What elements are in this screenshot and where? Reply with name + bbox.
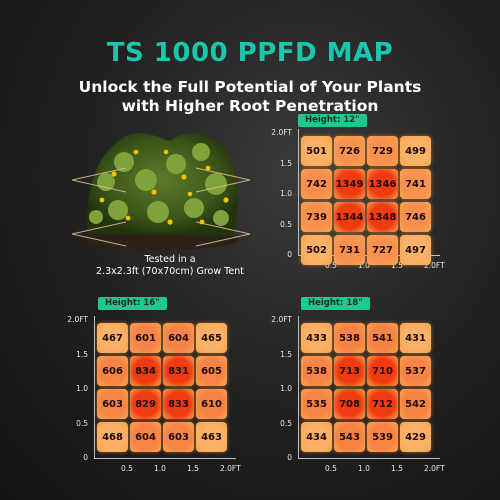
x-tick-label: 0.5: [325, 464, 337, 473]
heatmap-cell: 543: [334, 422, 365, 452]
y-axis-line: [298, 316, 299, 458]
heatmap-cell: 499: [400, 136, 431, 166]
height-badge: Height: 12": [298, 114, 367, 127]
y-tick-label: 1.0: [280, 384, 292, 393]
heatmap-cell: 1346: [367, 169, 398, 199]
heatmap-cell: 535: [301, 389, 332, 419]
heatmap-cell: 831: [163, 356, 194, 386]
x-tick-label: 1.0: [358, 261, 370, 270]
heatmap-cell: 539: [367, 422, 398, 452]
heatmap-cell: 434: [301, 422, 332, 452]
height-badge: Height: 18": [301, 297, 370, 310]
heatmap-cell: 433: [301, 323, 332, 353]
heatmap-cell: 467: [97, 323, 128, 353]
x-tick-label: 1.0: [358, 464, 370, 473]
heatmap-cell: 742: [301, 169, 332, 199]
heatmap-cell: 603: [163, 422, 194, 452]
y-tick-label: 2.0FT: [271, 128, 292, 137]
heatmap-cell: 708: [334, 389, 365, 419]
heatmap-cell: 727: [367, 235, 398, 265]
heatmap-cell: 606: [97, 356, 128, 386]
heatmap-cell: 729: [367, 136, 398, 166]
heatmap-cell: 537: [400, 356, 431, 386]
tent-note-line-1: Tested in a: [144, 254, 196, 265]
x-axis-line: [94, 458, 236, 459]
page-subtitle: Unlock the Full Potential of Your Plants…: [0, 78, 500, 116]
y-tick-label: 1.0: [76, 384, 88, 393]
heatmap-cell: 538: [334, 323, 365, 353]
x-tick-label: 1.5: [391, 261, 403, 270]
y-tick-label: 0: [287, 453, 292, 462]
heatmap-cell: 501: [301, 136, 332, 166]
y-axis-line: [298, 129, 299, 255]
heatmap-cell: 431: [400, 323, 431, 353]
heatmap-cell: 601: [130, 323, 161, 353]
heatmap-cell: 429: [400, 422, 431, 452]
heatmap-cell: 465: [196, 323, 227, 353]
heatmap-cell: 542: [400, 389, 431, 419]
y-tick-label: 2.0FT: [67, 315, 88, 324]
y-tick-label: 1.5: [76, 349, 88, 359]
x-tick-label: 1.5: [391, 464, 403, 473]
heatmap-cell: 746: [400, 202, 431, 232]
heatmap-cell: 834: [130, 356, 161, 386]
heatmap-cell: 603: [97, 389, 128, 419]
subtitle-line-1: Unlock the Full Potential of Your Plants: [78, 78, 422, 96]
heatmap-cell: 833: [163, 389, 194, 419]
y-tick-label: 0: [83, 453, 88, 462]
heatmap-cell: 1344: [334, 202, 365, 232]
y-tick-label: 1.0: [280, 189, 292, 198]
plant-image: [66, 122, 256, 262]
ppfd-map-height-18: Height: 18" 2.0FT 1.5 1.0 0.5 0 0.5 1.0 1.5 2.0FT…: [265, 295, 465, 475]
heatmap-cell: 541: [367, 323, 398, 353]
page-title: TS 1000 PPFD MAP: [106, 38, 394, 68]
ppfd-map-height-16: Height: 16" 2.0FT 1.5 1.0 0.5 0 0.5 1.0 1.5 2.0FT…: [58, 295, 258, 475]
heatmap-cell: 538: [301, 356, 332, 386]
x-tick-label: 0.5: [325, 261, 337, 270]
heatmap-cell: 1348: [367, 202, 398, 232]
heatmap-cell: 739: [301, 202, 332, 232]
heatmap-cell: 731: [334, 235, 365, 265]
y-tick-label: 2.0FT: [271, 315, 292, 324]
heatmap-cell: 604: [130, 422, 161, 452]
heatmap-cell: 829: [130, 389, 161, 419]
y-tick-label: 0.5: [280, 219, 292, 229]
tent-note: Tested in a 2.3x2.3ft (70x70cm) Grow Ten…: [80, 254, 260, 278]
heatmap-cell: 497: [400, 235, 431, 265]
y-tick-label: 0: [287, 250, 292, 259]
heatmap-cell: 604: [163, 323, 194, 353]
height-badge: Height: 16": [98, 297, 167, 310]
heatmap-cell: 468: [97, 422, 128, 452]
y-tick-label: 0.5: [280, 418, 292, 428]
heatmap-cell: 741: [400, 169, 431, 199]
heatmap-cell: 710: [367, 356, 398, 386]
heatmap-cell: 605: [196, 356, 227, 386]
x-axis-line: [298, 458, 440, 459]
y-tick-label: 0.5: [76, 418, 88, 428]
heatmap-cell: 713: [334, 356, 365, 386]
x-tick-label: 2.0FT: [424, 464, 445, 473]
heatmap-cell: 712: [367, 389, 398, 419]
heatmap-cell: 1349: [334, 169, 365, 199]
x-tick-label: 1.5: [187, 464, 199, 473]
x-tick-label: 1.0: [154, 464, 166, 473]
heatmap-cell: 463: [196, 422, 227, 452]
subtitle-line-2: with Higher Root Penetration: [121, 97, 379, 115]
heatmap-cell: 726: [334, 136, 365, 166]
x-tick-label: 0.5: [121, 464, 133, 473]
ppfd-map-height-12: Height: 12" 2.0FT 1.5 1.0 0.5 0 0.5 1.0 1.5 2.0FT…: [266, 112, 456, 297]
y-tick-label: 1.5: [280, 158, 292, 168]
x-tick-label: 2.0FT: [220, 464, 241, 473]
heatmap-cell: 502: [301, 235, 332, 265]
x-tick-label: 2.0FT: [424, 261, 445, 270]
y-tick-label: 1.5: [280, 349, 292, 359]
y-axis-line: [94, 316, 95, 458]
heatmap-cell: 610: [196, 389, 227, 419]
tent-note-line-2: 2.3x2.3ft (70x70cm) Grow Tent: [96, 266, 244, 277]
